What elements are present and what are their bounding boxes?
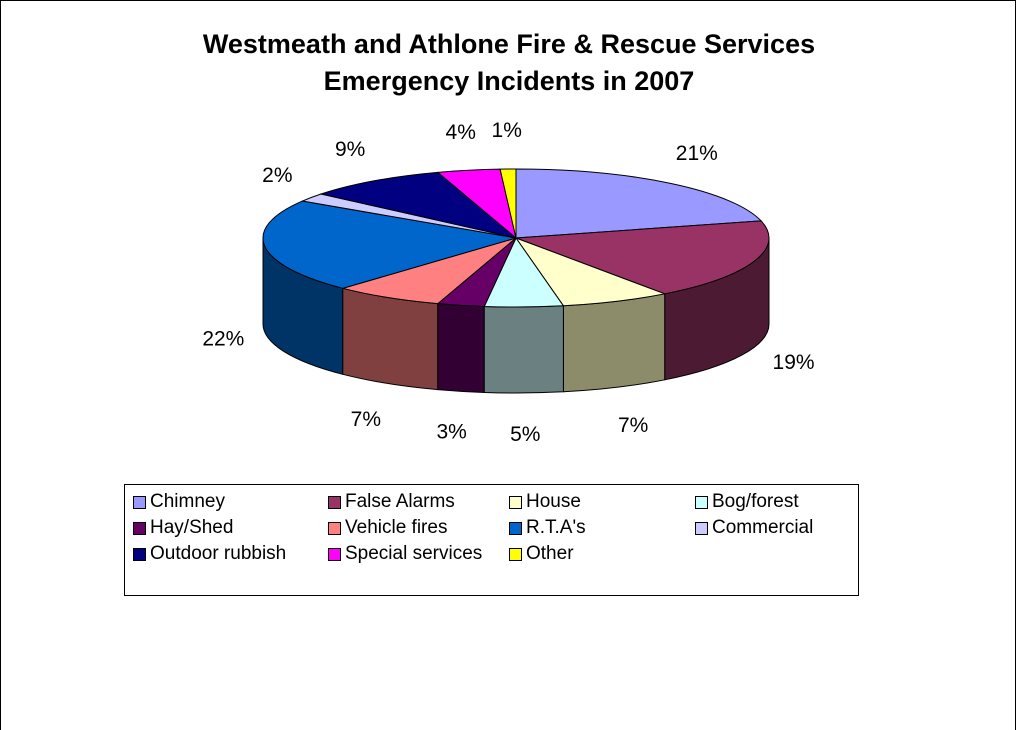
legend-label: House — [526, 491, 581, 512]
legend-swatch — [509, 521, 522, 535]
legend-swatch — [133, 547, 146, 561]
legend-label: Special services — [345, 543, 483, 564]
data-label-vehicle-fires: 7% — [351, 408, 381, 431]
pie-slice-other — [499, 168, 517, 239]
legend-swatch — [695, 521, 708, 535]
legend-swatch — [509, 495, 522, 509]
legend-swatch — [695, 495, 708, 509]
legend-label: Chimney — [150, 491, 225, 512]
legend-label: False Alarms — [345, 491, 455, 512]
chart-title-line-2: Emergency Incidents in 2007 — [323, 66, 695, 96]
chart-title: Westmeath and Athlone Fire & Rescue Serv… — [0, 26, 1018, 100]
legend-swatch — [133, 521, 146, 535]
legend-label: Outdoor rubbish — [150, 543, 287, 564]
legend-item-bog-forest: Bog/forest — [695, 489, 799, 515]
legend-swatch — [328, 547, 341, 561]
legend-item-commercial: Commercial — [695, 515, 813, 541]
data-label-outdoor-rubbish: 9% — [335, 138, 365, 161]
chart-title-line-1: Westmeath and Athlone Fire & Rescue Serv… — [202, 29, 816, 59]
legend-label: R.T.A's — [526, 517, 586, 538]
pie-slice-outdoor-rubbish — [319, 171, 517, 239]
legend-label: Other — [526, 543, 574, 564]
legend-label: Commercial — [712, 517, 814, 538]
legend-item-special-services: Special services — [328, 541, 482, 567]
data-label-other: 1% — [492, 119, 522, 142]
legend-label: Bog/forest — [712, 491, 799, 512]
pie-side-bog-forest — [483, 305, 564, 394]
legend-item-vehicle-fires: Vehicle fires — [328, 515, 447, 541]
data-label-commercial: 2% — [262, 164, 292, 187]
legend-swatch — [133, 495, 146, 509]
pie-slice-house — [514, 236, 667, 307]
data-label-house: 7% — [618, 414, 648, 437]
legend-item-outdoor-rubbish: Outdoor rubbish — [133, 541, 286, 567]
pie-slice-vehicle-fires — [340, 237, 517, 305]
legend-label: Hay/Shed — [150, 517, 234, 538]
legend-swatch — [509, 547, 522, 561]
pie-side-vehicle-fires — [342, 287, 439, 391]
pie-slice-r-t-a-s — [262, 200, 517, 289]
legend-label: Vehicle fires — [345, 517, 448, 538]
legend: Chimney False Alarms House Bog/forest Hay/Sh… — [124, 484, 859, 596]
pie-slice-chimney — [515, 168, 763, 239]
pie-side-hay-shed — [437, 303, 485, 393]
legend-item-r-t-a-s: R.T.A's — [509, 515, 586, 541]
legend-item-house: House — [509, 489, 581, 515]
data-label-special-services: 4% — [446, 121, 476, 144]
legend-swatch — [328, 521, 341, 535]
legend-item-false-alarms: False Alarms — [328, 489, 455, 515]
legend-item-chimney: Chimney — [133, 489, 225, 515]
data-label-chimney: 21% — [676, 142, 718, 165]
legend-swatch — [328, 495, 341, 509]
legend-item-other: Other — [509, 541, 574, 567]
data-label-false-alarms: 19% — [773, 351, 815, 374]
pie-side-house — [562, 293, 666, 393]
data-label-r-t-a-s: 22% — [202, 328, 244, 351]
legend-item-hay-shed: Hay/Shed — [133, 515, 233, 541]
data-label-bog-forest: 5% — [510, 423, 540, 446]
data-label-hay-shed: 3% — [436, 420, 466, 443]
pie-slice-false-alarms — [515, 220, 770, 295]
